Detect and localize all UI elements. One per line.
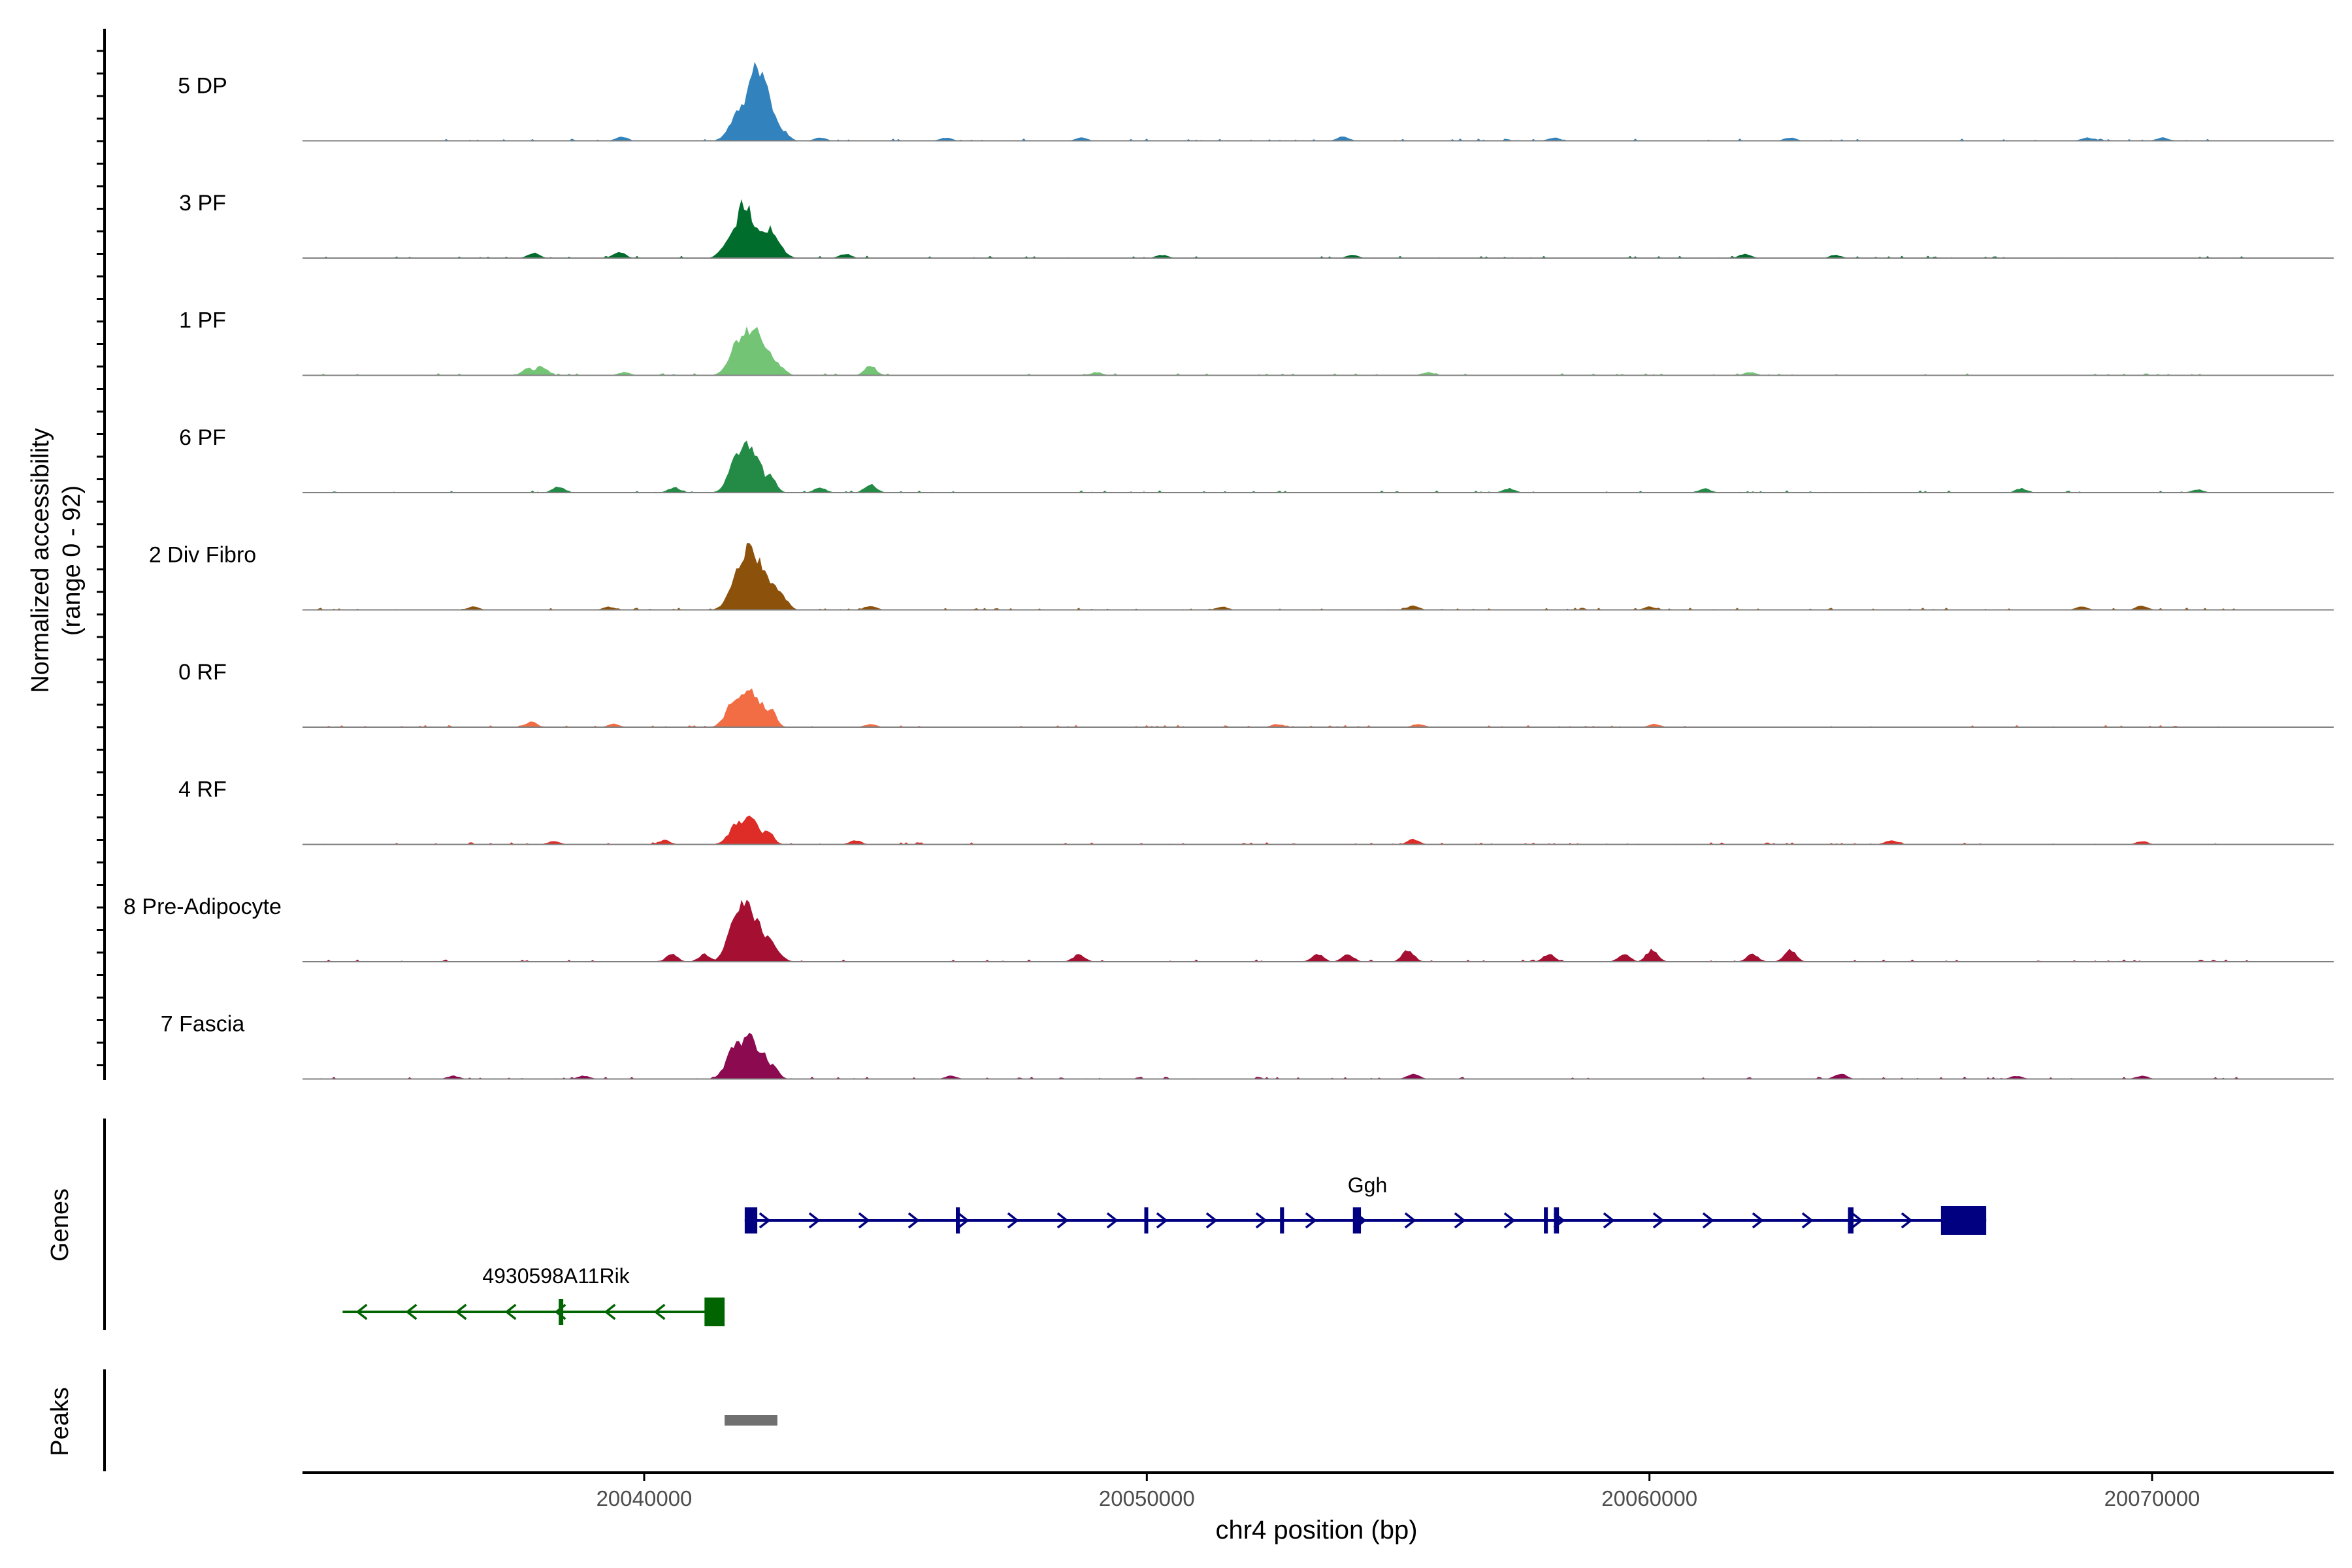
- strand-arrow-icon: [1603, 1212, 1615, 1229]
- x-tick-label: 20060000: [1601, 1486, 1697, 1511]
- strand-arrow-icon: [1056, 1212, 1069, 1229]
- strand-arrow-icon: [1752, 1212, 1764, 1229]
- y-axis-title: Normalized accessibility: [27, 428, 54, 693]
- gene-name-label: Ggh: [1348, 1173, 1387, 1197]
- coverage-area: [302, 815, 2334, 845]
- strand-arrow-icon: [759, 1212, 771, 1229]
- y-axis-ruler: [97, 29, 106, 1080]
- strand-arrow-icon: [1503, 1212, 1516, 1229]
- gene-model: 4930598A11Rik: [342, 1264, 725, 1326]
- x-tick-label: 20070000: [2104, 1486, 2200, 1511]
- track-label: 0 RF: [178, 660, 227, 685]
- strand-arrow-icon: [405, 1303, 417, 1320]
- coverage-tracks: 5 DP 3 PF 1 PF 6 PF 2 Div Fibro 0 RF 4 RF 8 Pre…: [123, 61, 2334, 1080]
- peaks-track: [725, 1415, 777, 1426]
- strand-arrow-icon: [653, 1303, 666, 1320]
- strand-arrow-icon: [907, 1212, 920, 1229]
- genes-track-label: Genes: [46, 1188, 74, 1262]
- x-tick-label: 20040000: [596, 1486, 693, 1511]
- strand-arrow-icon: [858, 1212, 870, 1229]
- peaks-track-label: Peaks: [46, 1387, 74, 1456]
- coverage-area: [302, 61, 2334, 141]
- strand-arrow-icon: [1454, 1212, 1466, 1229]
- strand-arrow-icon: [1652, 1212, 1665, 1229]
- strand-arrow-icon: [504, 1303, 517, 1320]
- coverage-area: [302, 440, 2334, 493]
- track-label: 6 PF: [179, 425, 226, 450]
- strand-arrow-icon: [1205, 1212, 1218, 1229]
- gene-exon: [1554, 1207, 1560, 1233]
- track-label: 1 PF: [179, 308, 226, 333]
- strand-arrow-icon: [355, 1303, 368, 1320]
- track-label: 7 Fascia: [161, 1012, 245, 1037]
- coverage-track: 6 PF: [179, 425, 2334, 493]
- coverage-track: 5 DP: [178, 61, 2334, 142]
- track-label: 3 PF: [179, 191, 226, 216]
- track-label: 2 Div Fibro: [149, 543, 256, 568]
- strand-arrow-icon: [1702, 1212, 1714, 1229]
- x-tick-label: 20050000: [1099, 1486, 1195, 1511]
- coverage-track: 2 Div Fibro: [149, 543, 2334, 611]
- strand-arrow-icon: [1404, 1212, 1416, 1229]
- gene-exon: [704, 1298, 725, 1326]
- gene-exon: [1544, 1207, 1548, 1233]
- strand-arrow-icon: [1156, 1212, 1168, 1229]
- strand-arrow-icon: [1007, 1212, 1019, 1229]
- genes-track: Ggh 4930598A11Rik: [342, 1173, 1987, 1326]
- peak-region: [725, 1415, 777, 1426]
- strand-arrow-icon: [1901, 1212, 1913, 1229]
- strand-arrow-icon: [1305, 1212, 1317, 1229]
- coverage-area: [302, 900, 2334, 962]
- gene-exon: [1940, 1206, 1987, 1235]
- gene-exon: [559, 1299, 564, 1325]
- gene-exon: [1848, 1207, 1854, 1233]
- gene-exon: [744, 1207, 758, 1233]
- strand-arrow-icon: [1106, 1212, 1119, 1229]
- track-label: 8 Pre-Adipocyte: [123, 894, 282, 919]
- strand-arrow-icon: [1851, 1212, 1863, 1229]
- gene-exon: [1280, 1207, 1284, 1233]
- coverage-track: 1 PF: [179, 308, 2334, 376]
- gene-exon: [955, 1207, 960, 1233]
- strand-arrow-icon: [1255, 1212, 1267, 1229]
- strand-arrow-icon: [1801, 1212, 1814, 1229]
- strand-arrow-icon: [455, 1303, 467, 1320]
- coverage-track: 0 RF: [178, 660, 2334, 728]
- x-axis-title: chr4 position (bp): [1215, 1516, 1417, 1544]
- strand-arrow-icon: [957, 1212, 970, 1229]
- coverage-track: 8 Pre-Adipocyte: [123, 894, 2334, 962]
- gene-name-label: 4930598A11Rik: [482, 1264, 630, 1288]
- coverage-track: 7 Fascia: [161, 1012, 2334, 1080]
- track-label: 5 DP: [178, 74, 227, 99]
- gene-model: Ggh: [744, 1173, 1987, 1235]
- coverage-track: 4 RF: [178, 777, 2334, 845]
- gene-exon: [1144, 1207, 1149, 1233]
- coverage-area: [302, 688, 2334, 727]
- y-axis-range: (range 0 - 92): [58, 485, 86, 636]
- track-label: 4 RF: [178, 777, 227, 802]
- x-axis: 20040000 20050000 20060000 20070000: [97, 29, 2334, 1511]
- coverage-area: [302, 326, 2334, 376]
- coverage-track: 3 PF: [179, 191, 2334, 259]
- strand-arrow-icon: [808, 1212, 821, 1229]
- coverage-area: [302, 543, 2334, 610]
- coverage-area: [302, 1032, 2334, 1079]
- strand-arrow-icon: [604, 1303, 616, 1320]
- coverage-area: [302, 199, 2334, 258]
- gene-exon: [1352, 1207, 1362, 1233]
